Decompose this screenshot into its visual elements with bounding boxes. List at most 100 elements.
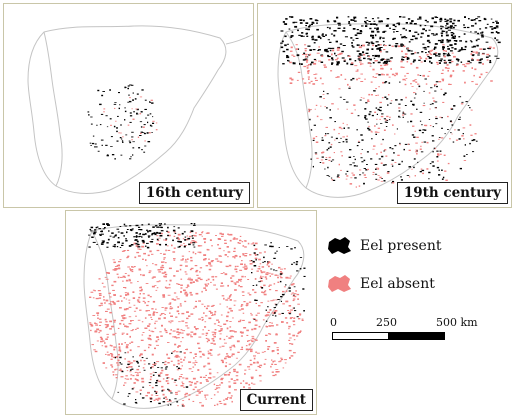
eel-absent-record — [175, 296, 178, 298]
eel-absent-record — [175, 393, 178, 395]
eel-present-record — [428, 178, 430, 180]
eel-absent-record — [220, 382, 224, 384]
eel-absent-record — [194, 386, 197, 388]
eel-present-record — [328, 142, 331, 144]
eel-present-record — [438, 169, 440, 171]
eel-present-record — [148, 236, 150, 238]
eel-absent-record — [111, 325, 114, 328]
eel-present-record — [177, 367, 180, 369]
eel-absent-record — [246, 302, 249, 305]
eel-absent-record — [310, 80, 313, 82]
eel-present-record — [376, 123, 378, 125]
eel-present-record — [396, 128, 398, 130]
eel-absent-record — [191, 240, 194, 242]
eel-absent-record — [184, 396, 187, 398]
eel-absent-record — [271, 312, 274, 314]
eel-present-record — [406, 56, 409, 58]
eel-present-record — [419, 24, 422, 27]
eel-absent-record — [246, 329, 249, 332]
eel-present-record — [284, 35, 287, 38]
eel-absent-record — [307, 70, 310, 72]
eel-absent-record — [427, 75, 430, 77]
eel-absent-record — [151, 319, 153, 320]
eel-absent-record — [385, 64, 388, 66]
eel-absent-record — [415, 81, 418, 83]
eel-present-record — [442, 48, 444, 51]
eel-absent-record — [440, 88, 443, 90]
eel-present-record — [293, 262, 296, 264]
eel-absent-record — [372, 148, 375, 150]
eel-present-record — [449, 120, 452, 123]
eel-present-record — [190, 223, 193, 225]
eel-absent-record — [243, 327, 247, 329]
eel-absent-record — [318, 46, 320, 48]
eel-present-record — [313, 58, 317, 60]
eel-absent-record — [334, 59, 338, 61]
eel-absent-record — [425, 57, 428, 59]
eel-present-record — [394, 25, 397, 28]
eel-absent-record — [293, 324, 296, 326]
eel-absent-record — [450, 107, 452, 109]
eel-absent-record — [380, 151, 382, 154]
eel-absent-record — [292, 295, 295, 297]
eel-absent-record — [152, 313, 155, 315]
eel-present-record — [280, 30, 284, 32]
eel-absent-record — [320, 159, 324, 161]
eel-present-record — [292, 62, 295, 64]
eel-present-record — [127, 87, 129, 90]
eel-absent-record — [235, 271, 238, 273]
eel-present-record — [275, 270, 278, 272]
eel-absent-record — [233, 282, 237, 284]
eel-absent-record — [115, 356, 118, 358]
eel-absent-record — [192, 366, 195, 368]
eel-absent-record — [203, 376, 206, 378]
eel-absent-record — [135, 245, 139, 247]
eel-absent-record — [331, 49, 335, 52]
eel-present-record — [113, 103, 117, 105]
eel-present-record — [489, 61, 492, 64]
eel-absent-record — [296, 79, 299, 81]
eel-absent-record — [139, 309, 142, 311]
eel-present-record — [120, 232, 124, 234]
eel-present-record — [352, 46, 355, 48]
eel-absent-record — [214, 388, 217, 390]
eel-absent-record — [139, 354, 141, 357]
eel-absent-record — [350, 112, 354, 114]
eel-absent-record — [253, 357, 256, 360]
eel-present-record — [116, 127, 118, 129]
eel-absent-record — [199, 267, 203, 269]
eel-absent-record — [180, 385, 184, 387]
eel-absent-record — [201, 231, 204, 233]
eel-present-record — [321, 33, 324, 35]
eel-absent-record — [234, 255, 238, 257]
map-legend: Eel present Eel absent — [326, 234, 506, 354]
eel-present-record — [435, 55, 438, 57]
eel-absent-record — [443, 154, 446, 156]
eel-absent-record — [118, 346, 121, 349]
eel-absent-record — [271, 325, 274, 327]
eel-absent-record — [242, 253, 245, 256]
eel-present-record — [441, 117, 443, 119]
eel-absent-record — [384, 59, 386, 60]
eel-absent-record — [129, 378, 132, 380]
eel-absent-record — [254, 278, 257, 280]
eel-present-record — [495, 31, 498, 33]
eel-present-record — [384, 81, 388, 83]
eel-absent-record — [126, 367, 130, 369]
eel-absent-record — [115, 268, 118, 270]
eel-present-record — [371, 48, 374, 50]
eel-absent-record — [101, 282, 104, 284]
eel-absent-record — [239, 235, 242, 237]
eel-absent-record — [190, 241, 193, 244]
eel-absent-record — [226, 306, 228, 308]
eel-present-record — [94, 229, 97, 231]
eel-present-record — [109, 118, 112, 120]
eel-absent-record — [306, 67, 309, 69]
eel-present-record — [286, 43, 289, 45]
eel-absent-record — [125, 280, 129, 282]
eel-absent-record — [103, 111, 105, 113]
eel-absent-record — [211, 331, 215, 333]
eel-present-record — [134, 239, 137, 241]
eel-present-record — [398, 115, 400, 118]
eel-present-record — [471, 139, 474, 142]
